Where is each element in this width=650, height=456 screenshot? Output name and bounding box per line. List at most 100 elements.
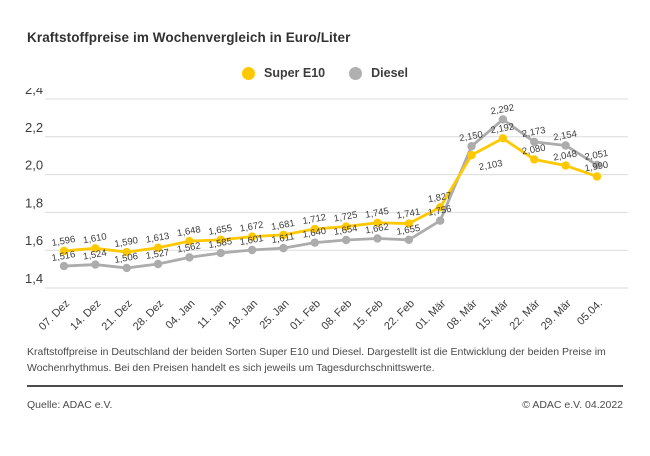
value-label: 1,681 <box>270 218 295 233</box>
x-tick-label: 18. Jan <box>226 298 260 332</box>
x-tick-label: 11. Jan <box>195 298 228 331</box>
data-point-marker <box>310 238 319 247</box>
data-point-marker <box>59 261 69 271</box>
x-tick-label: 08. Mär <box>445 297 480 332</box>
value-label: 1,524 <box>82 248 107 263</box>
x-tick-label: 14. Dez <box>68 298 103 333</box>
value-label: 2,173 <box>521 125 546 140</box>
x-tick-label: 21. Dez <box>100 298 135 333</box>
value-label: 2,192 <box>490 121 515 136</box>
value-label: 1,741 <box>396 207 421 222</box>
diesel-dot-icon <box>349 66 363 80</box>
x-tick-label: 25. Jan <box>258 298 292 332</box>
x-tick-label: 05.04. <box>575 298 605 328</box>
value-label: 2,150 <box>458 129 483 144</box>
value-label: 2,292 <box>490 102 515 117</box>
value-label: 1,516 <box>51 249 76 264</box>
value-label: 1,527 <box>145 247 170 262</box>
data-point-marker <box>561 141 570 150</box>
data-point-marker <box>216 248 225 258</box>
value-label: 1,640 <box>302 226 327 241</box>
data-point-marker <box>279 230 288 240</box>
value-label: 2,103 <box>478 158 503 173</box>
data-point-marker <box>247 232 257 241</box>
data-point-marker <box>279 243 288 253</box>
data-point-marker <box>122 263 131 273</box>
x-tick-label: 15. Mär <box>476 297 511 332</box>
value-label: 1,725 <box>333 210 358 225</box>
value-label: 1,585 <box>208 236 233 251</box>
data-point-marker <box>153 243 163 252</box>
y-tick-label: 1,6 <box>25 233 43 248</box>
data-point-marker <box>341 222 351 231</box>
data-point-marker <box>185 236 194 246</box>
value-label: 1,655 <box>396 223 421 238</box>
value-label: 1,562 <box>176 240 201 255</box>
y-tick-label: 2,0 <box>25 158 43 173</box>
legend-label-super-e10: Super E10 <box>264 66 326 80</box>
data-point-marker <box>436 203 445 212</box>
chart-title: Kraftstoffpreise im Wochenvergleich in E… <box>27 30 351 45</box>
value-label: 2,080 <box>521 143 546 158</box>
x-tick-label: 28. Dez <box>131 298 166 333</box>
x-tick-label: 07. Dez <box>37 298 72 333</box>
y-tick-label: 2,4 <box>25 88 43 97</box>
value-label: 1,648 <box>176 224 201 239</box>
value-label: 1,712 <box>302 212 327 227</box>
data-point-marker <box>216 235 225 245</box>
y-tick-label: 1,4 <box>25 271 43 286</box>
value-label: 1,610 <box>82 231 107 246</box>
x-tick-label: 22. Feb <box>382 298 417 333</box>
x-tick-label: 08. Feb <box>319 298 354 333</box>
data-point-marker <box>373 218 382 227</box>
data-point-marker <box>592 172 602 181</box>
value-label: 1,756 <box>427 204 452 219</box>
value-label: 2,051 <box>584 148 609 163</box>
value-label: 2,048 <box>553 149 578 164</box>
data-point-marker <box>153 259 163 269</box>
value-label: 1,613 <box>145 231 170 246</box>
legend-item-super-e10: Super E10 <box>242 66 325 80</box>
data-point-marker <box>592 160 602 170</box>
data-point-marker <box>185 253 194 262</box>
value-label: 1,654 <box>333 223 358 238</box>
y-tick-label: 1,8 <box>25 195 43 210</box>
data-point-marker <box>467 150 476 160</box>
legend-item-diesel: Diesel <box>349 66 408 80</box>
x-tick-label: 04. Jan <box>164 298 198 332</box>
x-tick-label: 22. Mär <box>508 297 543 332</box>
value-label: 2,154 <box>553 129 578 144</box>
data-point-marker <box>341 235 351 245</box>
value-label: 1,655 <box>208 223 233 238</box>
data-point-marker <box>122 247 131 257</box>
data-point-marker <box>373 234 382 243</box>
data-point-marker <box>404 219 414 228</box>
data-point-marker <box>561 161 570 170</box>
chart-description: Kraftstoffpreise in Deutschland der beid… <box>27 346 606 374</box>
series-line-diesel <box>63 118 598 270</box>
footer-source-row: Quelle: ADAC e.V. © ADAC e.V. 04.2022 <box>27 399 623 411</box>
data-point-marker <box>310 224 319 234</box>
data-point-marker <box>498 115 508 124</box>
data-point-marker <box>59 246 69 256</box>
x-tick-label: 01. Mär <box>413 297 448 332</box>
data-point-marker <box>530 155 539 164</box>
data-point-marker <box>91 260 100 269</box>
x-tick-label: 15. Feb <box>351 298 386 333</box>
value-label: 1,662 <box>364 222 389 237</box>
x-tick-label: 01. Feb <box>288 298 323 333</box>
data-point-marker <box>467 142 476 151</box>
value-label: 1,590 <box>114 235 139 250</box>
x-tick-label: 29. Mär <box>539 297 574 332</box>
data-point-marker <box>247 245 257 255</box>
source-text: Quelle: ADAC e.V. <box>27 399 113 411</box>
value-label: 1,601 <box>239 233 264 248</box>
data-point-marker <box>436 216 445 225</box>
value-label: 1,990 <box>584 160 609 175</box>
copyright-text: © ADAC e.V. 04.2022 <box>522 399 623 411</box>
super-e10-dot-icon <box>242 66 255 80</box>
data-point-marker <box>498 134 508 143</box>
data-point-marker <box>404 235 414 245</box>
value-label: 1,827 <box>427 190 452 205</box>
